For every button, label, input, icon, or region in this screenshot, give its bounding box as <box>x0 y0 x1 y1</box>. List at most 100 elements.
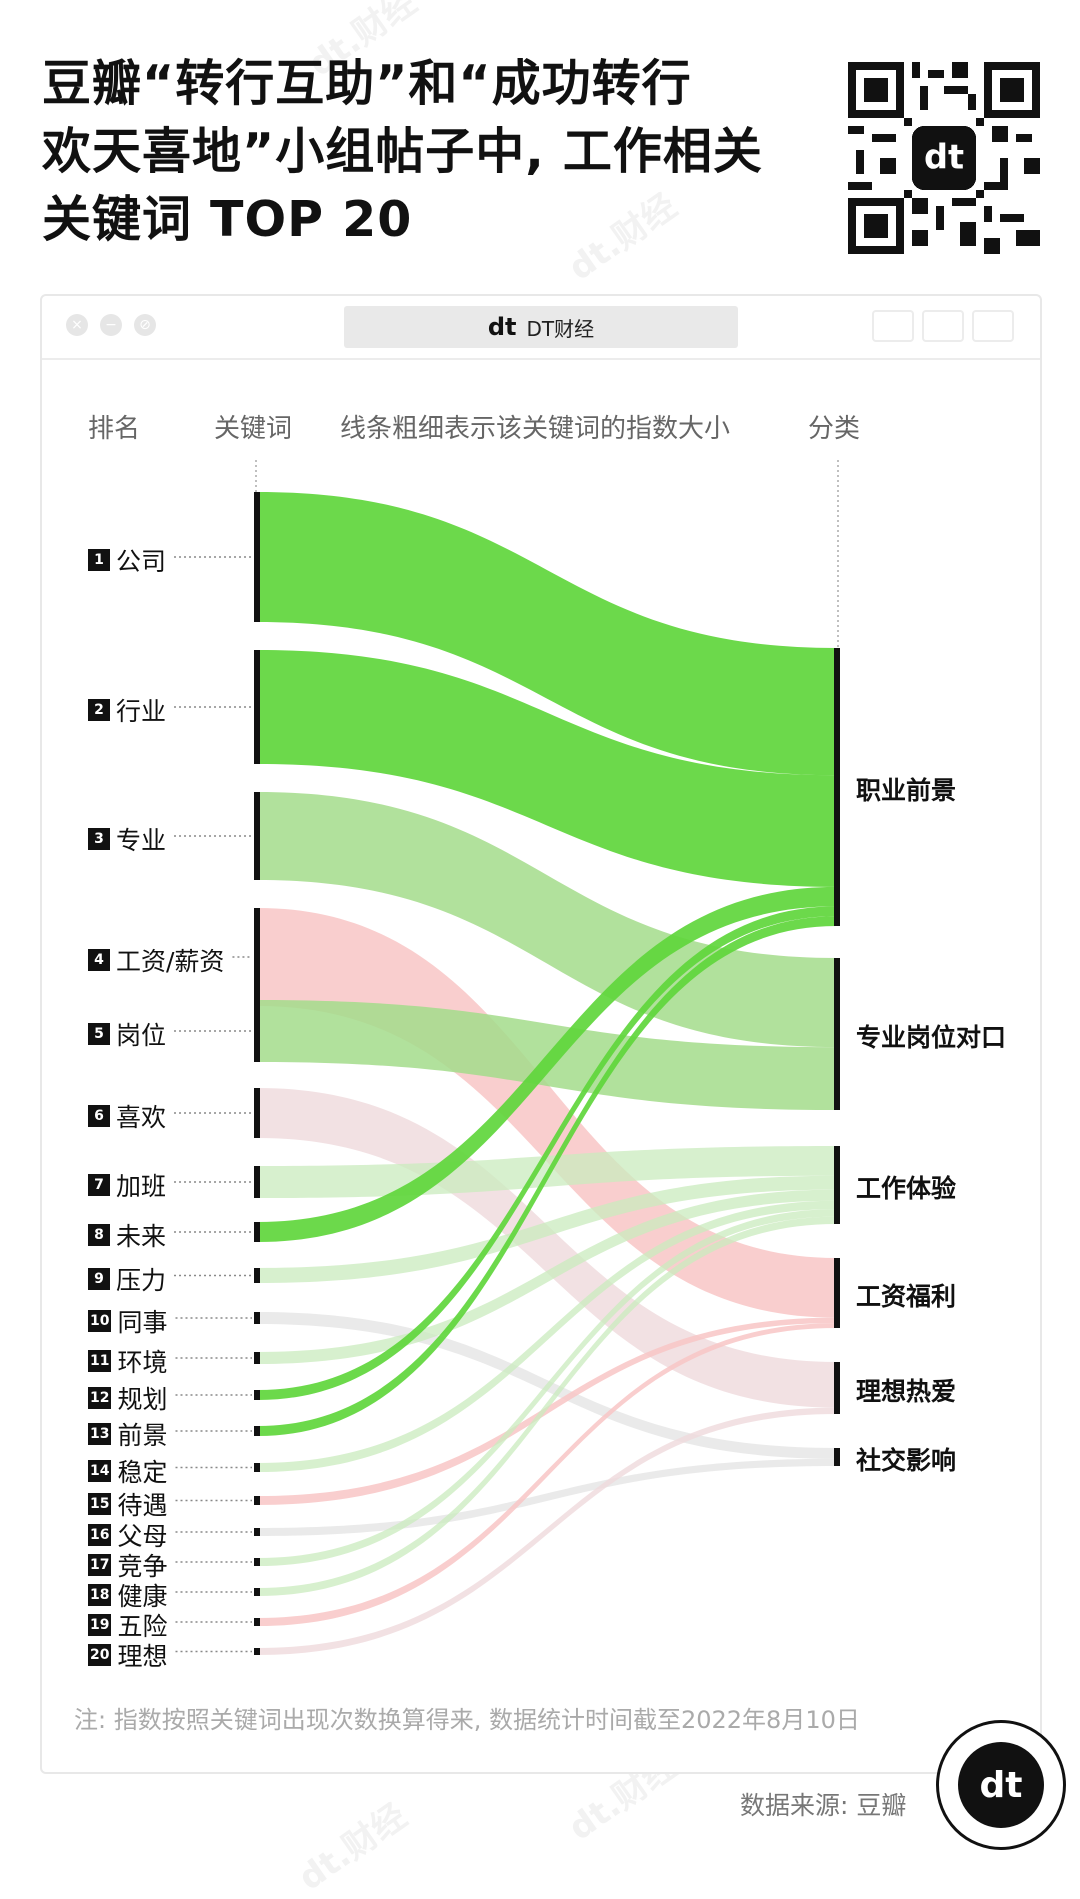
keyword-label: 加班 <box>116 1172 167 1201</box>
keyword-row: 9 压力 <box>88 1261 166 1297</box>
keyword-bar-3 <box>254 792 260 880</box>
keyword-label: 环境 <box>117 1348 168 1377</box>
category-label: 理想热爱 <box>856 1377 957 1406</box>
keyword-row: 13 前景 <box>88 1416 168 1452</box>
keyword-label: 父母 <box>117 1522 168 1551</box>
title-line: 豆瓣“转行互助”和“成功转行 <box>42 55 692 112</box>
rank-badge: 17 <box>88 1554 112 1576</box>
keyword-label: 理想 <box>117 1641 168 1671</box>
flow-ribbon-8 <box>258 886 836 1242</box>
keyword-label: 行业 <box>116 697 167 726</box>
keyword-bar-14 <box>254 1463 260 1472</box>
category-bar-6 <box>834 1448 840 1466</box>
keyword-label: 公司 <box>116 547 167 576</box>
keyword-label: 规划 <box>117 1385 168 1414</box>
keyword-bar-20 <box>254 1648 260 1655</box>
flow-ribbon-16 <box>258 1458 836 1536</box>
flow-ribbon-1 <box>258 492 836 776</box>
keyword-row: 5 岗位 <box>88 1016 166 1052</box>
header-description: 线条粗细表示该关键词的指数大小 <box>340 414 731 444</box>
title-line: 关键词 TOP 20 <box>42 191 413 248</box>
keyword-bar-17 <box>254 1558 260 1566</box>
category-label: 职业前景 <box>856 776 957 805</box>
keyword-label: 五险 <box>117 1612 168 1641</box>
flow-ribbon-13 <box>258 916 836 1436</box>
rank-badge: 18 <box>88 1584 112 1606</box>
keyword-label: 压力 <box>116 1265 167 1295</box>
keyword-label: 专业 <box>116 826 167 855</box>
flow-ribbon-3 <box>258 792 836 1048</box>
header-category: 分类 <box>808 414 861 444</box>
flow-ribbon-11 <box>258 1189 836 1364</box>
address-bar[interactable]: dt DT财经 <box>344 306 738 348</box>
record-icon[interactable] <box>872 310 914 342</box>
category-bar-3 <box>834 1146 840 1224</box>
rank-badge: 12 <box>88 1387 112 1409</box>
keyword-row: 16 父母 <box>88 1517 168 1553</box>
flow-ribbon-14 <box>258 1200 836 1472</box>
keyword-row: 12 规划 <box>88 1380 168 1416</box>
flow-ribbon-17 <box>258 1209 836 1566</box>
flow-ribbon-9 <box>258 1175 836 1283</box>
window-toolbar: × − ⊘ dt DT财经 <box>42 296 1040 360</box>
rank-badge: 6 <box>88 1105 110 1127</box>
keyword-bar-4 <box>254 908 260 1006</box>
keyword-bar-18 <box>254 1588 260 1596</box>
keyword-row: 1 公司 <box>88 542 166 578</box>
rank-badge: 4 <box>88 949 110 971</box>
category-bar-4 <box>834 1258 840 1328</box>
keyword-bar-2 <box>254 650 260 764</box>
keyword-row: 4 工资/薪资 <box>88 942 224 978</box>
keyword-bar-15 <box>254 1496 260 1505</box>
flow-ribbon-12 <box>258 906 836 1400</box>
keyword-row: 3 专业 <box>88 821 166 857</box>
rank-badge: 19 <box>88 1614 112 1636</box>
rank-badge: 13 <box>88 1423 112 1445</box>
brand-logo: dt <box>487 313 517 341</box>
keyword-bar-7 <box>254 1166 260 1198</box>
keyword-row: 20 理想 <box>88 1637 168 1673</box>
rank-badge: 5 <box>88 1023 110 1045</box>
keyword-row: 19 五险 <box>88 1607 168 1643</box>
keyword-row: 14 稳定 <box>88 1453 168 1489</box>
rank-badge: 2 <box>88 699 110 721</box>
brand-badge: dt <box>936 1720 1066 1850</box>
keyword-bar-10 <box>254 1312 260 1324</box>
keyword-row: 6 喜欢 <box>88 1098 166 1134</box>
keyword-bar-8 <box>254 1222 260 1242</box>
keyword-bar-11 <box>254 1352 260 1364</box>
header-keyword: 关键词 <box>214 414 293 444</box>
keyword-label: 竞争 <box>117 1552 168 1581</box>
keyword-bar-12 <box>254 1390 260 1400</box>
category-label: 工作体验 <box>856 1174 957 1203</box>
category-bar-5 <box>834 1362 840 1414</box>
keyword-bar-13 <box>254 1426 260 1436</box>
rank-badge: 10 <box>88 1310 112 1332</box>
flow-ribbon-19 <box>258 1323 836 1626</box>
rank-badge: 8 <box>88 1224 110 1246</box>
rank-badge: 1 <box>88 549 110 571</box>
data-source: 数据来源: 豆瓣 <box>740 1791 907 1820</box>
copy-icon[interactable] <box>972 310 1014 342</box>
svg-text:dt: dt <box>924 137 964 176</box>
close-window-icon[interactable]: × <box>66 314 88 336</box>
minimize-window-icon[interactable]: − <box>100 314 122 336</box>
rank-badge: 20 <box>88 1643 112 1666</box>
keyword-row: 7 加班 <box>88 1167 166 1203</box>
rank-badge: 9 <box>88 1267 110 1290</box>
brand-name: DT财经 <box>526 316 595 341</box>
rank-badge: 3 <box>88 828 110 850</box>
keyword-bar-19 <box>254 1618 260 1626</box>
flow-ribbon-6 <box>258 1088 836 1408</box>
expand-window-icon[interactable]: ⊘ <box>134 314 156 336</box>
keyword-row: 10 同事 <box>88 1303 168 1339</box>
share-icon[interactable] <box>922 310 964 342</box>
footnote: 注: 指数按照关键词出现次数换算得来, 数据统计时间截至2022年8月10日 <box>74 1706 860 1734</box>
header-rank: 排名 <box>88 414 141 444</box>
keyword-row: 17 竞争 <box>88 1547 168 1583</box>
keyword-row: 18 健康 <box>88 1577 168 1613</box>
keyword-bar-1 <box>254 492 260 622</box>
category-label: 工资福利 <box>856 1282 957 1311</box>
flow-ribbon-15 <box>258 1317 836 1505</box>
category-bar-2 <box>834 958 840 1110</box>
